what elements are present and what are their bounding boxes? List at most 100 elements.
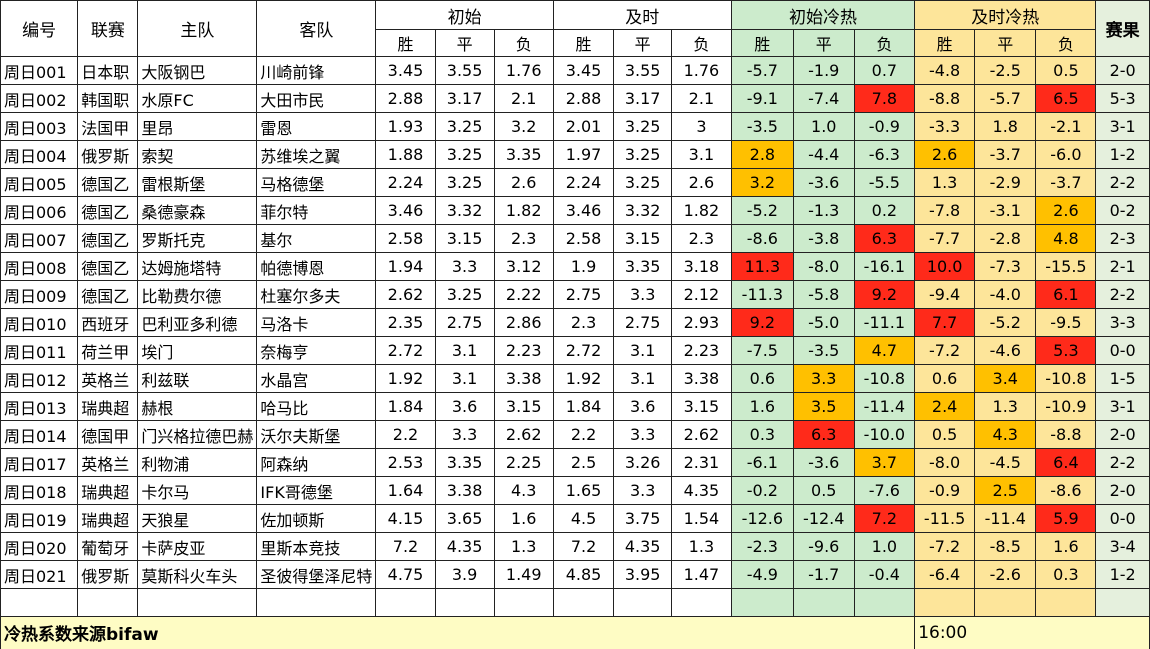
away-team-cell: 沃尔夫斯堡 [256,420,377,449]
live-odds-win-cell: 2.75 [552,280,615,309]
live-odds-lose-cell: 2.62 [670,420,732,449]
live-odds-draw-cell: 3.3 [613,420,672,449]
table-row: 周日017 英格兰 利物浦 阿森纳 2.53 3.35 2.25 2.5 3.26 2.31 -6.… [0,448,1150,477]
header-home: 主队 [137,0,258,57]
live-heat-draw-cell: -3.1 [974,196,1037,225]
result-cell: 1-2 [1095,140,1150,169]
home-team-cell: 大阪钢巴 [137,56,258,85]
live-heat-lose-cell: 6.5 [1035,84,1097,113]
blank-cell [1035,588,1097,617]
match-id-cell: 周日021 [0,560,79,589]
update-time: 16:00 [914,616,1150,649]
initial-odds-draw-cell: 3.3 [434,420,495,449]
initial-odds-lose-cell: 2.6 [493,168,554,197]
away-team-cell: 佐加顿斯 [256,504,377,533]
live-odds-draw-cell: 3.25 [613,168,672,197]
sub-init-win: 胜 [375,29,436,57]
away-team-cell: 大田市民 [256,84,377,113]
home-team-cell: 莫斯科火车头 [137,560,258,589]
live-odds-lose-cell: 3.15 [670,392,732,421]
home-team-cell: 雷根斯堡 [137,168,258,197]
live-odds-draw-cell: 3.95 [613,560,672,589]
match-id-cell: 周日008 [0,252,79,281]
initial-heat-win-cell: -0.2 [730,476,794,505]
league-cell: 葡萄牙 [77,532,139,561]
league-cell: 韩国职 [77,84,139,113]
initial-heat-win-cell: 9.2 [730,308,794,337]
initial-odds-win-cell: 2.58 [375,224,436,253]
initial-odds-draw-cell: 3.1 [434,364,495,393]
home-team-cell: 天狼星 [137,504,258,533]
initial-heat-draw-cell: -12.4 [792,504,855,533]
initial-odds-win-cell: 1.84 [375,392,436,421]
league-cell: 英格兰 [77,448,139,477]
initial-odds-draw-cell: 3.17 [434,84,495,113]
away-team-cell: 水晶宫 [256,364,377,393]
initial-odds-draw-cell: 3.1 [434,336,495,365]
live-odds-draw-cell: 3.1 [613,364,672,393]
initial-heat-draw-cell: -9.6 [792,532,855,561]
live-odds-lose-cell: 2.6 [670,168,732,197]
live-odds-lose-cell: 2.12 [670,280,732,309]
match-id-cell: 周日001 [0,56,79,85]
initial-heat-draw-cell: -1.3 [792,196,855,225]
header-row-sub: 胜 平 负 胜 平 负 胜 平 负 胜 平 负 [1,29,1150,57]
live-heat-lose-cell: -15.5 [1035,252,1097,281]
league-cell: 德国甲 [77,420,139,449]
live-heat-win-cell: -8.8 [914,84,976,113]
blank-cell [914,588,976,617]
league-cell: 法国甲 [77,112,139,141]
initial-heat-draw-cell: 1.0 [792,112,855,141]
initial-odds-lose-cell: 1.3 [493,532,554,561]
blank-cell [493,588,554,617]
live-odds-lose-cell: 1.3 [670,532,732,561]
sub-lh-draw: 平 [974,29,1037,57]
live-heat-draw-cell: -4.6 [974,336,1037,365]
blank-cell [552,588,615,617]
match-id-cell: 周日005 [0,168,79,197]
league-cell: 瑞典超 [77,504,139,533]
initial-heat-lose-cell: 4.7 [853,336,916,365]
initial-heat-lose-cell: -0.4 [853,560,916,589]
home-team-cell: 门兴格拉德巴赫 [137,420,258,449]
initial-heat-lose-cell: 0.2 [853,196,916,225]
live-odds-win-cell: 2.88 [552,84,615,113]
initial-odds-win-cell: 1.64 [375,476,436,505]
initial-heat-win-cell: 3.2 [730,168,794,197]
league-cell: 荷兰甲 [77,336,139,365]
initial-heat-lose-cell: 3.7 [853,448,916,477]
header-league: 联赛 [77,0,139,57]
initial-heat-win-cell: -8.6 [730,224,794,253]
live-heat-draw-cell: 3.4 [974,364,1037,393]
result-cell: 3-1 [1095,392,1150,421]
live-odds-win-cell: 7.2 [552,532,615,561]
live-heat-win-cell: 10.0 [914,252,976,281]
table-row: 周日001 日本职 大阪钢巴 川崎前锋 3.45 3.55 1.76 3.45 3.55 1.76… [0,56,1150,85]
initial-odds-draw-cell: 3.9 [434,560,495,589]
away-team-cell: 奈梅亨 [256,336,377,365]
initial-heat-win-cell: -11.3 [730,280,794,309]
match-id-cell: 周日013 [0,392,79,421]
result-cell: 1-2 [1095,560,1150,589]
table-row: 周日003 法国甲 里昂 雷恩 1.93 3.25 3.2 2.01 3.25 3 -3.5 1.0-… [0,112,1150,141]
away-team-cell: IFK哥德堡 [256,476,377,505]
table-row: 周日012 英格兰 利兹联 水晶宫 1.92 3.1 3.38 1.92 3.1 3.38 0.6 3… [0,364,1150,393]
league-cell: 瑞典超 [77,476,139,505]
initial-odds-win-cell: 2.35 [375,308,436,337]
live-odds-win-cell: 1.84 [552,392,615,421]
sub-ih-win: 胜 [730,29,794,57]
sub-live-lose: 负 [670,29,732,57]
initial-odds-lose-cell: 1.76 [493,56,554,85]
initial-odds-draw-cell: 3.25 [434,112,495,141]
initial-odds-lose-cell: 1.82 [493,196,554,225]
result-cell: 2-0 [1095,420,1150,449]
table-row: 周日014 德国甲 门兴格拉德巴赫 沃尔夫斯堡 2.2 3.3 2.62 2.2 3.3 2.62… [0,420,1150,449]
live-heat-draw-cell: -2.5 [974,56,1037,85]
live-heat-win-cell: -0.9 [914,476,976,505]
live-odds-lose-cell: 2.23 [670,336,732,365]
initial-heat-lose-cell: 1.0 [853,532,916,561]
result-cell: 2-1 [1095,252,1150,281]
initial-odds-lose-cell: 2.25 [493,448,554,477]
live-odds-draw-cell: 3.26 [613,448,672,477]
live-odds-draw-cell: 4.35 [613,532,672,561]
